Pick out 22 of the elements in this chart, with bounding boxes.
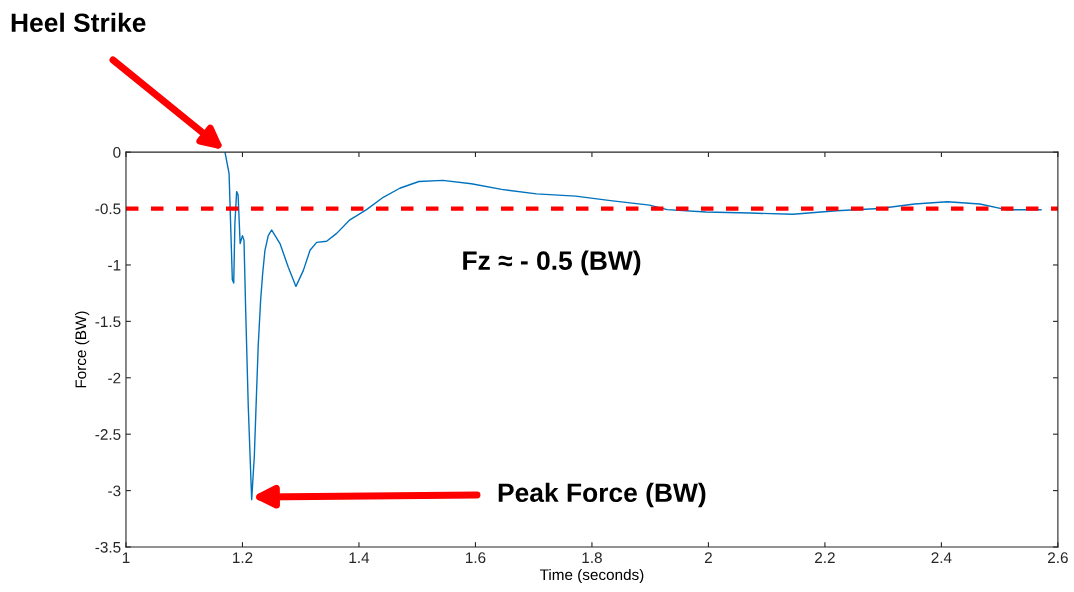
y-tick-label: -2: [108, 372, 121, 384]
x-tick-label: 1.2: [233, 552, 253, 563]
y-tick-label: -3.5: [95, 541, 121, 553]
x-tick-label: 2.2: [815, 552, 835, 563]
text: Heel Strike: [11, 12, 146, 33]
y-tick-label: 0: [113, 147, 121, 158]
x-tick-label: 2.6: [1048, 552, 1068, 564]
y-tick-label: -2.5: [95, 429, 121, 440]
annotation: Peak Force (BW): [498, 482, 706, 508]
ref-line-label: Fz ≈ - 0.5 (BW): [463, 250, 641, 276]
x-tick-label: 1.4: [349, 552, 370, 563]
y-axis-title: Force (BW): [75, 311, 90, 388]
x-axis-title: Time (seconds): [539, 568, 644, 584]
y-tick-label: -1: [108, 259, 121, 271]
y-tick-label: -1.5: [95, 316, 121, 328]
x-tick-label: 2.4: [931, 552, 952, 563]
x-tick-label: 2: [704, 552, 712, 563]
x-tick-label: 1.8: [582, 552, 602, 564]
x-tick-label: 1: [122, 552, 130, 563]
y-tick-label: -3: [108, 485, 121, 497]
y-tick-label: -0.5: [95, 203, 121, 215]
x-tick-label: 1.6: [465, 552, 486, 564]
